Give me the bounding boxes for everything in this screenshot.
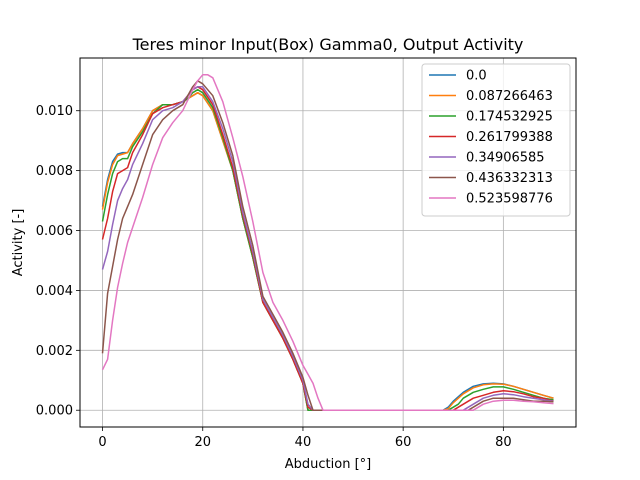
series-line-5: [101, 80, 554, 411]
legend-label: 0.0: [466, 69, 487, 84]
plot-area-frame: [79, 57, 577, 428]
y-axis-label: Activity [-]: [11, 209, 26, 277]
legend-label: 0.087266463: [466, 89, 553, 104]
y-tick-label: 0.008: [36, 164, 73, 179]
series-line-4: [101, 86, 554, 411]
legend-label: 0.174532925: [466, 110, 553, 125]
chart-title: Teres minor Input(Box) Gamma0, Output Ac…: [132, 35, 524, 54]
x-tick-label: 20: [194, 435, 211, 450]
y-tick-label: 0.000: [36, 404, 73, 419]
x-axis-label: Abduction [°]: [285, 457, 371, 472]
y-tick-label: 0.010: [36, 104, 73, 119]
x-tick-label: 0: [98, 435, 106, 450]
series-lines: [101, 74, 554, 411]
legend: 0.0 0.087266463 0.174532925 0.261799388 0.34…: [421, 63, 571, 217]
x-tick-label: 60: [395, 435, 412, 450]
legend-label: 0.261799388: [466, 130, 553, 145]
axis-ticks: 0 20 40 60 80 0.000 0.002 0.004 0.006 0.008 0.010: [36, 104, 512, 450]
series-line-3: [101, 86, 554, 411]
legend-label: 0.34906585: [466, 151, 545, 166]
y-tick-label: 0.006: [36, 224, 73, 239]
y-tick-label: 0.004: [36, 284, 73, 299]
y-tick-label: 0.002: [36, 344, 73, 359]
legend-label: 0.523598776: [466, 192, 553, 207]
x-tick-label: 80: [495, 435, 512, 450]
series-line-6: [101, 74, 554, 411]
x-tick-label: 40: [295, 435, 312, 450]
legend-label: 0.436332313: [466, 171, 553, 186]
legend-box: [421, 63, 571, 217]
